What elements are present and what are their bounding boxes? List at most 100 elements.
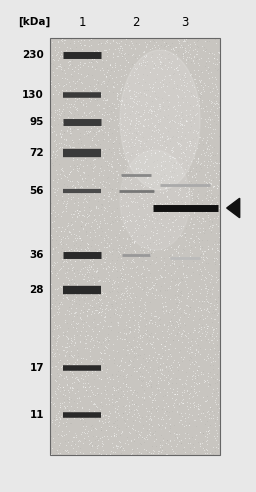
Point <box>208 180 212 187</box>
Point <box>202 229 206 237</box>
Point <box>62 202 66 210</box>
Point <box>174 253 178 261</box>
Point <box>84 183 89 190</box>
Point <box>61 294 65 302</box>
Point <box>150 285 154 293</box>
Point <box>94 130 99 138</box>
Point <box>183 198 187 206</box>
Point <box>208 141 212 149</box>
Point <box>56 370 60 378</box>
Point <box>90 388 94 396</box>
Point <box>172 260 176 268</box>
Point <box>75 402 79 410</box>
Point <box>199 150 203 158</box>
Point <box>203 327 207 335</box>
Point <box>83 59 87 66</box>
Point <box>88 108 92 116</box>
Point <box>87 405 91 413</box>
Point <box>150 107 154 115</box>
Point <box>78 60 82 68</box>
Point <box>67 266 71 274</box>
Point <box>188 389 192 397</box>
Point <box>164 439 168 447</box>
Point <box>64 430 68 437</box>
Point <box>183 46 187 54</box>
Point <box>150 399 154 406</box>
Point <box>55 375 59 383</box>
Point <box>148 246 152 253</box>
Point <box>189 348 193 356</box>
Point <box>108 322 112 330</box>
Point <box>106 190 111 198</box>
Point <box>105 36 109 44</box>
Point <box>49 416 53 424</box>
Point <box>149 144 153 152</box>
Point <box>94 333 98 340</box>
Point <box>215 246 219 254</box>
Point <box>131 41 135 49</box>
Point <box>205 144 209 152</box>
Point <box>179 108 183 116</box>
Point <box>166 380 170 388</box>
Point <box>196 43 200 51</box>
Point <box>119 300 123 308</box>
Point <box>81 379 85 387</box>
Point <box>174 245 178 253</box>
Point <box>160 405 164 413</box>
Point <box>212 325 216 333</box>
Point <box>163 72 167 80</box>
Point <box>104 411 108 419</box>
Point <box>75 160 79 168</box>
Point <box>158 425 163 433</box>
Point <box>158 117 162 125</box>
Point <box>186 439 190 447</box>
Point <box>71 225 75 233</box>
Point <box>137 417 141 425</box>
Point <box>184 35 188 43</box>
Point <box>210 407 214 415</box>
Point <box>58 61 62 68</box>
Point <box>166 325 170 333</box>
Point <box>53 156 57 164</box>
Point <box>173 197 177 205</box>
Point <box>166 378 170 386</box>
Point <box>188 180 193 187</box>
Point <box>193 306 197 314</box>
Point <box>152 344 156 352</box>
Point <box>177 328 182 336</box>
Point <box>123 49 127 57</box>
Point <box>125 394 129 401</box>
Point <box>107 277 111 285</box>
Point <box>193 351 197 359</box>
Point <box>174 379 178 387</box>
Point <box>101 166 105 174</box>
Point <box>213 295 217 303</box>
Point <box>183 184 187 192</box>
Point <box>168 206 172 214</box>
Point <box>191 237 195 245</box>
Point <box>51 345 55 353</box>
Point <box>179 222 183 230</box>
Point <box>93 195 98 203</box>
Point <box>188 360 193 368</box>
Point <box>212 432 216 440</box>
Point <box>188 248 192 256</box>
Point <box>130 390 134 398</box>
Point <box>198 344 202 352</box>
Point <box>121 137 125 145</box>
Point <box>86 432 90 440</box>
Point <box>98 305 102 312</box>
Point <box>144 86 148 94</box>
Point <box>101 446 105 454</box>
Point <box>197 379 201 387</box>
Point <box>188 399 192 407</box>
Point <box>207 186 211 194</box>
Point <box>183 92 187 100</box>
Point <box>85 265 89 273</box>
Point <box>88 146 92 154</box>
Point <box>144 189 148 197</box>
Point <box>90 308 94 315</box>
Point <box>104 57 108 64</box>
Point <box>175 308 179 316</box>
Point <box>59 133 63 141</box>
